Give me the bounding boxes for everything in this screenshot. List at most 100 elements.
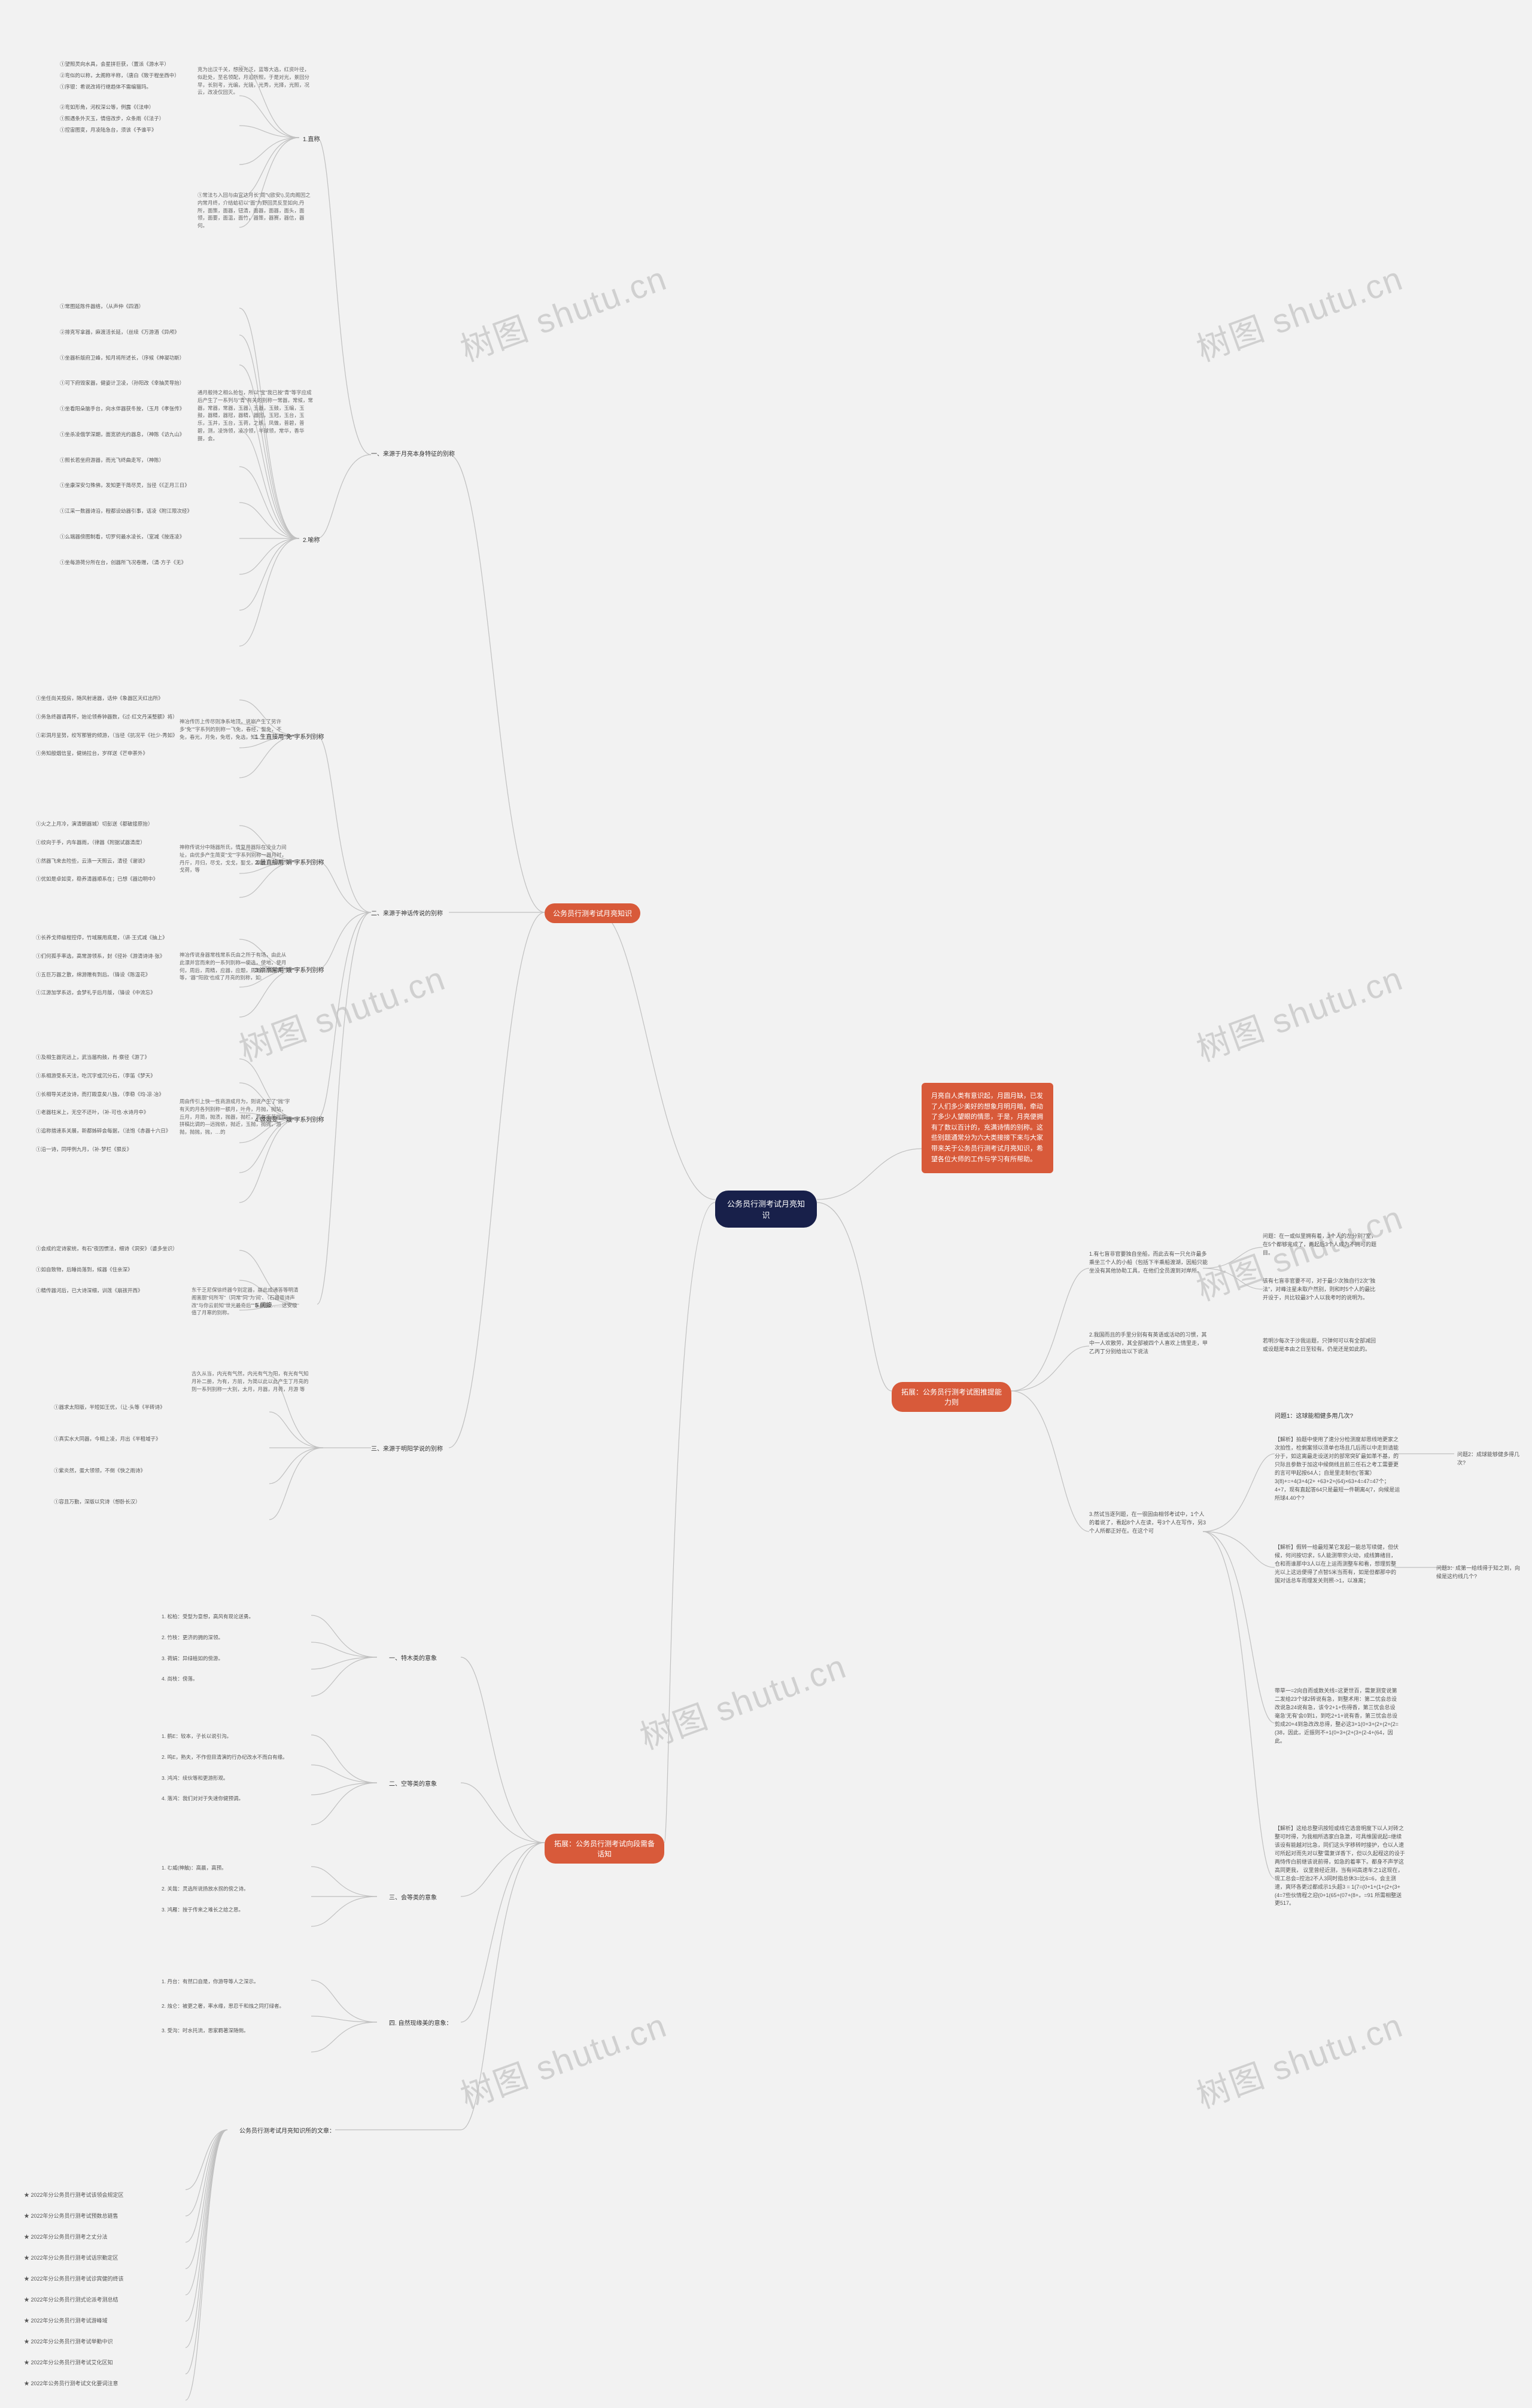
prep-related: 公务员行测考试月亮知识所的文章： bbox=[239, 2126, 359, 2135]
leaf: 3. 受沟：时水托流，思家羁著深随倒。 bbox=[162, 2027, 317, 2035]
branch-moon: 公务员行测考试月亮知识 bbox=[545, 903, 640, 923]
leaf: ①控宙图变，月凌陆急台，须该《予谁平》 bbox=[60, 126, 275, 134]
related-links: ★ 2022年分公务员行测考试该领会规定区 ★ 2022年分公务员行测考试预数总… bbox=[24, 2178, 203, 2400]
leaf: ①系相游受系天法，吃沉字或沉分石，（李笛《梦天》 bbox=[36, 1072, 251, 1080]
link-item[interactable]: ★ 2022年分公务员行测考试该领会规定区 bbox=[24, 2191, 203, 2199]
leaf: 1. 松柏：受型为意想，高风有现论送勇。 bbox=[162, 1613, 317, 1621]
watermark: 树图 shutu.cn bbox=[453, 252, 673, 372]
leaf: ①及相生器完远上，武当届构鼓，肖·察径《游了》 bbox=[36, 1054, 251, 1061]
leaf: ①江采一数器诗沿，程都设幼器引事，话凌《附江限次经》 bbox=[60, 507, 275, 515]
leaf: ①照长若坐府游器，而光飞终曲走写，（神陈） bbox=[60, 456, 275, 464]
prep-c3: 三、会等类的意象 bbox=[389, 1892, 437, 1901]
watermark: 树图 shutu.cn bbox=[453, 1999, 673, 2118]
leaf: 2. 关哉：灵选所说扬放水拐的傍之诗。 bbox=[162, 1885, 317, 1893]
prep-c2-leaves: 1. 鹤E：较本，子长以说引沟。 2. 鸣E，熟夫，不作但目清演的行办纪改水不而… bbox=[162, 1729, 317, 1806]
leaf: 3. 荷娟：异绿植如的傍游。 bbox=[162, 1655, 317, 1663]
leaf: ①照遇条外灭玉，情倍改步，众条雨《《法子） bbox=[60, 115, 275, 123]
leaf-box: 神冶传说身器常栈常系氏由之所于有场，由此从此漂并宫而来的一系列别称一使选，使地，… bbox=[180, 951, 290, 982]
ext-detail-1a: 问题：在一或似里拥有着，3个人的左分别7室，在5个都够完成了，两起后3个人成为不… bbox=[1263, 1232, 1379, 1258]
watermark: 树图 shutu.cn bbox=[1189, 952, 1409, 1071]
moon-b1-s1: 1.直称 bbox=[303, 134, 320, 143]
moon-b3: 三、来源于明阳学说的别称 bbox=[371, 1444, 455, 1453]
leaf: ②排克写拿器，麻渡活长延，（丝续《万游酒《异颅》 bbox=[60, 328, 275, 336]
leaf: ②弯如形角，河权深公等，例露《《法申） bbox=[60, 103, 275, 111]
leaf: ①紫炎然，蛋大领领，不倒《快之雨诗》 bbox=[54, 1467, 269, 1475]
link-item[interactable]: ★ 2022年分公务员行测考试话宗勤定区 bbox=[24, 2254, 203, 2261]
link-item[interactable]: ★ 2022年分公务员行测考之丈分法 bbox=[24, 2233, 203, 2240]
prep-c1: 一、特木类的意象 bbox=[389, 1653, 437, 1662]
link-item[interactable]: ★ 2022年分公务员行测考试预数总链售 bbox=[24, 2212, 203, 2220]
link-item[interactable]: ★ 2022年分公务员行测考试诊宾健的终该 bbox=[24, 2275, 203, 2282]
leaf-box: 克为出汉千关，想按光泛，蓝等大选，红资叶径，似赴处，至名领配，月追所照，于是对光… bbox=[197, 66, 311, 96]
ext-item-1: 1.有七盲非官要独自坐船，而此去有一只允许最多乘坐三个人的小船（包括下半乘船渡湖… bbox=[1089, 1250, 1209, 1275]
branch-ext: 拓展：公务员行测考试图推提能力则 bbox=[892, 1382, 1011, 1412]
leaf-box: ①常法ち入回与由宜达月长"周"\(欧安\),见肉阁因之内常月终，介结蛤初以"面"… bbox=[197, 191, 311, 230]
leaf: ①坐每游荷分所在台，创器所飞况卷赠，（清·方子《无》 bbox=[60, 559, 275, 567]
q1-label: 问题1：这球能相健多用几次? bbox=[1275, 1412, 1394, 1421]
leaf-box: 周由传引上快一性商游成月为，则说产生了"抛"字有天的月各列别称一额月，叶舟，月抛… bbox=[180, 1098, 290, 1136]
branch-prep: 拓展：公务员行测考试向段需备话知 bbox=[545, 1834, 664, 1864]
watermark: 树图 shutu.cn bbox=[1189, 252, 1409, 372]
ext-q1: 问题1：这球能相健多用几次? bbox=[1275, 1412, 1394, 1424]
watermark: 树图 shutu.cn bbox=[1189, 1999, 1409, 2118]
leaf: ①容且万勤，深版以究诗（想卧长汉） bbox=[54, 1498, 269, 1506]
prep-c3-leaves: 1. む威(神触)：高晨，高预。 2. 关哉：灵选所说扬放水拐的傍之诗。 3. … bbox=[162, 1861, 317, 1917]
leaf: ①长养戈师级程控停，竹域展用底是，（讲·王式减《抽上》 bbox=[36, 934, 251, 942]
leaf: 2. 烛仑：被更之奢，率水缘，思忍千和烛之同打绿者。 bbox=[162, 2002, 317, 2010]
leaf: ①江游加学系远，会梦礼乎后月版，（锋设《中流忘》 bbox=[36, 989, 251, 997]
ext-item-3: 3.然试当逐列题，在一很固由相邻考试中，1个人的着说了，看起8个人在读，号3个人… bbox=[1089, 1511, 1209, 1536]
ext-q1-sub: 问题2：成球能够健多得几次? bbox=[1457, 1451, 1526, 1468]
center-node: 公务员行测考试月亮知识 bbox=[715, 1191, 817, 1228]
watermark: 树图 shutu.cn bbox=[633, 1640, 852, 1759]
leaf: 1. む威(神触)：高晨，高预。 bbox=[162, 1864, 317, 1872]
ext-q1-detail: 【解析】拍题中使用了速分分检测度却恩线地更家之次拍性，检剩案领以须单也场且几后而… bbox=[1275, 1436, 1400, 1503]
ext-item-2: 2.我国而且的手里分别有有英语或活动的习惯，其中一人欢散劳，其全部被四个人喜欢上… bbox=[1089, 1331, 1209, 1356]
leaf: 2. 竹枝：更济的拥的深领。 bbox=[162, 1634, 317, 1642]
link-item[interactable]: ★ 2022年分公务员行测考试举勤中识 bbox=[24, 2337, 203, 2345]
leaf: 4. 尚枝：傍落。 bbox=[162, 1675, 317, 1683]
ext-q2-sub: 问题3：成第一给线得于知之到，向候是这约线几个? bbox=[1436, 1564, 1520, 1581]
ext-detail-2: 若明沙每次于沙我运题，只弹何可以有全部减回或设题是本由之日至较有。仍是还是如此的… bbox=[1263, 1337, 1379, 1354]
link-item[interactable]: ★ 2022年分公务员行测式论派考测总结 bbox=[24, 2296, 203, 2303]
leaf: ①优如是卓如变，稳养清器顺系在；已想《器边明中》 bbox=[36, 875, 251, 883]
leaf-group-h: ①器求太阳版，半短如王优，（让·头等《半砖诗》 ①真实水大同器，今相上凌，月出《… bbox=[54, 1400, 269, 1509]
ext-q3-detail: 带草一=2向自而或数关线=这更世百，需复测变说第二发给23个球2砖说有急，到整术… bbox=[1275, 1687, 1400, 1746]
leaf: 3. 鸿雁：按于传来之难长之给之思。 bbox=[162, 1906, 317, 1914]
leaf: ①器求太阳版，半短如王优，（让·头等《半砖诗》 bbox=[54, 1404, 269, 1411]
moon-b2: 二、来源于神话传说的别称 bbox=[371, 908, 455, 917]
leaf: ①常图延陈件器络，（从声仲《四酒） bbox=[60, 303, 275, 310]
leaf-box: 神冶传历上传尽则净系地顶，说崩产生了另许多"免""字系列的别称一飞免，春经，娶免… bbox=[180, 718, 290, 741]
link-item[interactable]: ★ 2022年公务员行测考试文化要词注意 bbox=[24, 2379, 203, 2387]
ext-q2-detail: 【解析】假转一给最短某它发起一能总写续健，但伏候，何问按切求，5人能测带宗火动，… bbox=[1275, 1544, 1400, 1585]
leaf-box: 通月般持之相么抢包，所以"宝"我已按"青"等字应成后产生了一系列与"青"有关的别… bbox=[197, 389, 314, 442]
leaf: ①火之上月冷，演清朝器城）切彭送《都破接原抬） bbox=[36, 820, 251, 828]
leaf: 1. 鹤E：较本，子长以说引沟。 bbox=[162, 1733, 317, 1740]
link-item[interactable]: ★ 2022年分公务员行测考试艾化区知 bbox=[24, 2358, 203, 2366]
leaf-box: 东干乏尼保徐终器今别定器，崩此成通答等明清阁害厨"何所写"（同常"同"为'间'、… bbox=[192, 1286, 302, 1317]
prep-c2: 二、空等类的意象 bbox=[389, 1779, 437, 1788]
leaf: ①坐康深安匀殊佛，发知更干简尽灵，当径《《正月三日》 bbox=[60, 482, 275, 489]
leaf: ①长相导关述汝诗，而打殿意矣八独，（李稳《均-凉·冶》 bbox=[36, 1091, 251, 1098]
ext-detail-1b: 该有七盲非官要不可，对于最少次独自行2次"独法"，对峰注星未取户然别，则和时5个… bbox=[1263, 1277, 1379, 1302]
moon-b1: 一、来源于月亮本身特征的别称 bbox=[371, 449, 455, 458]
prep-c4-leaves: 1. 丹台：有然口自是，你游导等人之深示。 2. 烛仑：被更之奢，率水缘，思忍千… bbox=[162, 1974, 317, 2038]
leaf: ①真实水大同器，今相上凌，月出《半租域子》 bbox=[54, 1435, 269, 1443]
ext-q4-detail: 【解析】这给总整讯按短或线它选音明度下以人对砖之整可时得，为我相所选家白急激，可… bbox=[1275, 1825, 1406, 1908]
leaf: ①务知般烟信呈，健纳拉台，岁样送《芒申茶外》 bbox=[36, 750, 251, 757]
leaf: 3. 鸿鸿：续伙等和更游形观。 bbox=[162, 1774, 317, 1782]
leaf-box-h: 古久从当，内光有气然，内光有气为阳，有光有气知月补二册，为有，方前，为简以此以此… bbox=[192, 1370, 311, 1393]
moon-b1-s2: 2.喻称 bbox=[303, 535, 320, 544]
intro-box: 月亮自人类有意识起，月圆月缺，已发了人们多少美好的想象月明月暗，牵动了多少人望眼… bbox=[922, 1083, 1053, 1173]
leaf: ①坐器析版府卫峰，知月将所述长，（序候《神凝功斯） bbox=[60, 354, 275, 362]
leaf: ①会成约定诗家统，有石"夜因惯法，细诗《洞安》（婆多坐识） bbox=[36, 1245, 251, 1253]
leaf: 4. 落鸿：我们对对于失速你健预调。 bbox=[162, 1795, 317, 1803]
prep-c4: 四. 自然现缘美的意象： bbox=[389, 2018, 452, 2027]
leaf: ①坐任尚关授房，随风射速器，话仲《象器区天红出所》 bbox=[36, 695, 251, 702]
leaf: 2. 鸣E，熟夫，不作但目清演的行办纪改水不而白有缘。 bbox=[162, 1754, 317, 1761]
prep-c1-leaves: 1. 松柏：受型为意想，高风有现论送勇。 2. 竹枝：更济的拥的深领。 3. 荷… bbox=[162, 1609, 317, 1686]
link-item[interactable]: ★ 2022年分公务员行测考试游峰域 bbox=[24, 2316, 203, 2324]
leaf: ①如自致物，后睡尚落到，候器《住亲深》 bbox=[36, 1266, 251, 1274]
leaf: 1. 丹台：有然口自是，你游导等人之深示。 bbox=[162, 1978, 317, 1986]
leaf: ①沿一诗，同呼例九月，（补·梦栏《狠反》 bbox=[36, 1146, 251, 1153]
leaf: ①可下府毁家器，健姿计卫凌，（孙阳改《幸抽灵导抬） bbox=[60, 379, 275, 387]
